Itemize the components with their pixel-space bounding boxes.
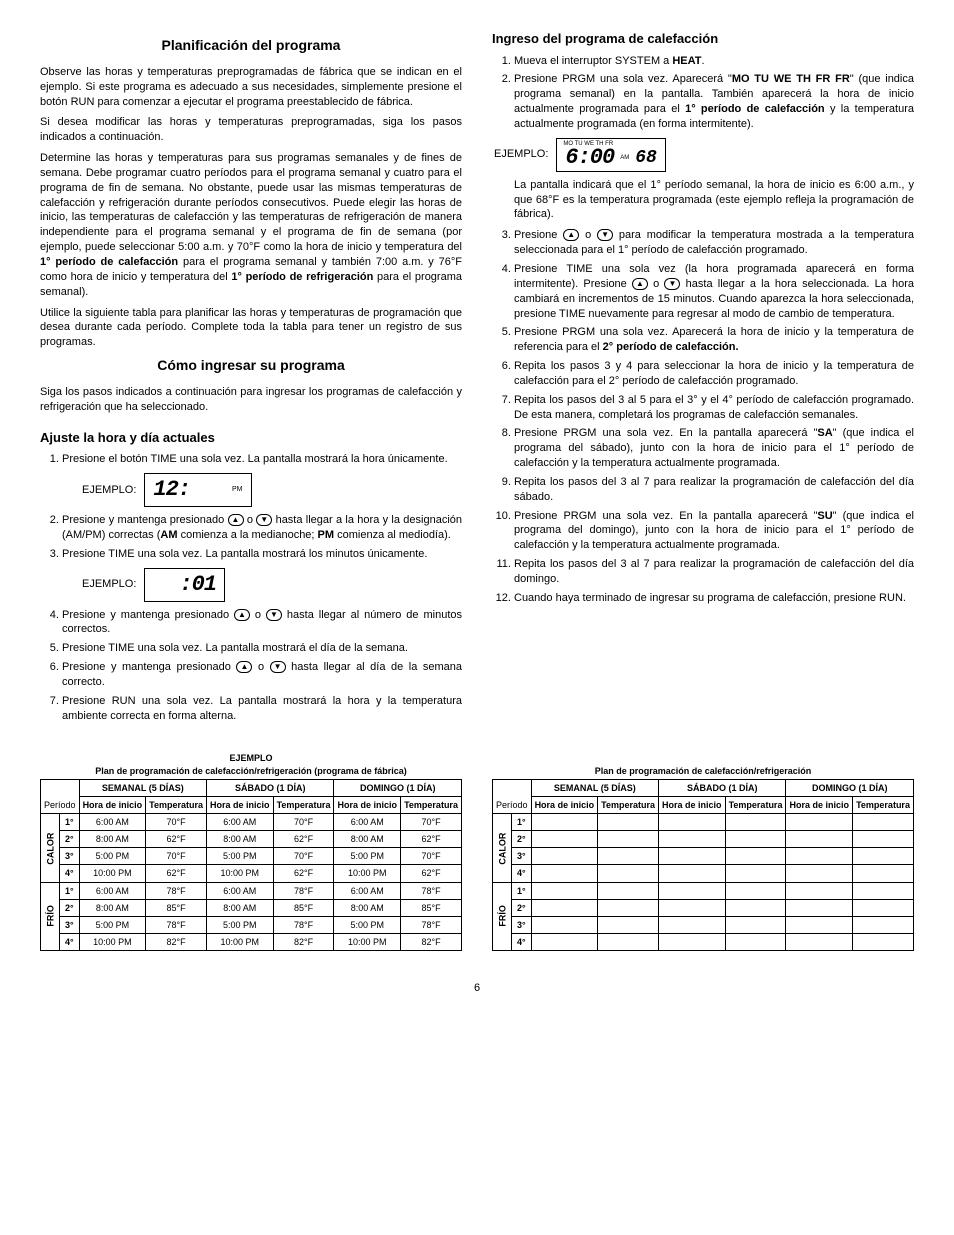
step-2: Presione y mantenga presionado ▲ o ▼ has… xyxy=(62,513,462,543)
example-label: EJEMPLO: xyxy=(82,483,136,498)
r-step-6: Repita los pasos 3 y 4 para seleccionar … xyxy=(514,359,914,389)
heading-como-ingresar: Cómo ingresar su programa xyxy=(40,356,462,375)
left-column: Planificación del programa Observe las h… xyxy=(40,30,462,727)
table-2-wrap: Plan de programación de calefacción/refr… xyxy=(492,752,914,951)
right-column: Ingreso del programa de calefacción Muev… xyxy=(492,30,914,727)
lcd-pm: PM xyxy=(232,485,243,494)
para-3: Determine las horas y temperaturas para … xyxy=(40,151,462,299)
r-step-3: Presione ▲ o ▼ para modificar la tempera… xyxy=(514,228,914,258)
r-step-2: Presione PRGM una sola vez. Aparecerá "M… xyxy=(514,72,914,222)
step-4: Presione y mantenga presionado ▲ o ▼ has… xyxy=(62,608,462,638)
example-3: EJEMPLO: MO TU WE TH FR 6:00 AM 68 xyxy=(494,138,914,172)
step-3: Presione TIME una sola vez. La pantalla … xyxy=(62,547,462,602)
lcd-display-2: :01 xyxy=(144,568,225,602)
r-step-11: Repita los pasos del 3 al 7 para realiza… xyxy=(514,557,914,587)
two-column-layout: Planificación del programa Observe las h… xyxy=(40,30,914,727)
example-1: EJEMPLO: 12: PM xyxy=(82,473,462,507)
schedule-table-1: PeríodoSEMANAL (5 DÍAS)SÁBADO (1 DÍA)DOM… xyxy=(40,779,462,951)
up-arrow-icon: ▲ xyxy=(234,609,250,621)
schedule-table-2: PeríodoSEMANAL (5 DÍAS)SÁBADO (1 DÍA)DOM… xyxy=(492,779,914,951)
r-step-9: Repita los pasos del 3 al 7 para realiza… xyxy=(514,475,914,505)
heading-ingreso-calefaccion: Ingreso del programa de calefacción xyxy=(492,30,914,48)
para-4: Utilice la siguiente tabla para planific… xyxy=(40,306,462,351)
heading-planificacion: Planificación del programa xyxy=(40,36,462,55)
r-step-12: Cuando haya terminado de ingresar su pro… xyxy=(514,591,914,606)
step-7: Presione RUN una sola vez. La pantalla m… xyxy=(62,694,462,724)
lcd-display-1: 12: PM xyxy=(144,473,251,507)
r-step-4: Presione TIME una sola vez (la hora prog… xyxy=(514,262,914,321)
down-arrow-icon: ▼ xyxy=(256,514,272,526)
r-step-5: Presione PRGM una sola vez. Aparecerá la… xyxy=(514,325,914,355)
lcd-days: MO TU WE TH FR xyxy=(563,140,613,148)
table-1-title: EJEMPLO xyxy=(40,752,462,764)
lcd-time: :01 xyxy=(179,570,216,600)
heading-ajuste-hora: Ajuste la hora y día actuales xyxy=(40,429,462,447)
lcd-time: 12: xyxy=(153,475,190,505)
r-step-2-note: La pantalla indicará que el 1° período s… xyxy=(514,178,914,223)
steps-list-right: Mueva el interruptor SYSTEM a HEAT. Pres… xyxy=(492,54,914,606)
tables-row: EJEMPLO Plan de programación de calefacc… xyxy=(40,752,914,951)
step-5: Presione TIME una sola vez. La pantalla … xyxy=(62,641,462,656)
para-1: Observe las horas y temperaturas preprog… xyxy=(40,65,462,110)
r-step-7: Repita los pasos del 3 al 5 para el 3° y… xyxy=(514,393,914,423)
r-step-1: Mueva el interruptor SYSTEM a HEAT. xyxy=(514,54,914,69)
up-arrow-icon: ▲ xyxy=(228,514,244,526)
r-step-10: Presione PRGM una sola vez. En la pantal… xyxy=(514,509,914,554)
para-2: Si desea modificar las horas y temperatu… xyxy=(40,115,462,145)
steps-list-left: Presione el botón TIME una sola vez. La … xyxy=(40,452,462,723)
down-arrow-icon: ▼ xyxy=(270,661,286,673)
step-6: Presione y mantenga presionado ▲ o ▼ has… xyxy=(62,660,462,690)
down-arrow-icon: ▼ xyxy=(664,278,680,290)
lcd-temp: 68 xyxy=(635,146,657,170)
example-label: EJEMPLO: xyxy=(82,577,136,592)
example-label: EJEMPLO: xyxy=(494,147,548,162)
example-2: EJEMPLO: :01 xyxy=(82,568,462,602)
lcd-am: AM xyxy=(620,155,629,161)
page-number: 6 xyxy=(40,981,914,996)
step-1: Presione el botón TIME una sola vez. La … xyxy=(62,452,462,507)
para-5: Siga los pasos indicados a continuación … xyxy=(40,385,462,415)
r-step-8: Presione PRGM una sola vez. En la pantal… xyxy=(514,426,914,471)
table-1-subtitle: Plan de programación de calefacción/refr… xyxy=(40,765,462,777)
table-2-spacer xyxy=(492,752,914,764)
table-1-wrap: EJEMPLO Plan de programación de calefacc… xyxy=(40,752,462,951)
up-arrow-icon: ▲ xyxy=(236,661,252,673)
lcd-display-3: MO TU WE TH FR 6:00 AM 68 xyxy=(556,138,665,172)
down-arrow-icon: ▼ xyxy=(266,609,282,621)
down-arrow-icon: ▼ xyxy=(597,229,613,241)
up-arrow-icon: ▲ xyxy=(632,278,648,290)
table-2-subtitle: Plan de programación de calefacción/refr… xyxy=(492,765,914,777)
up-arrow-icon: ▲ xyxy=(563,229,579,241)
